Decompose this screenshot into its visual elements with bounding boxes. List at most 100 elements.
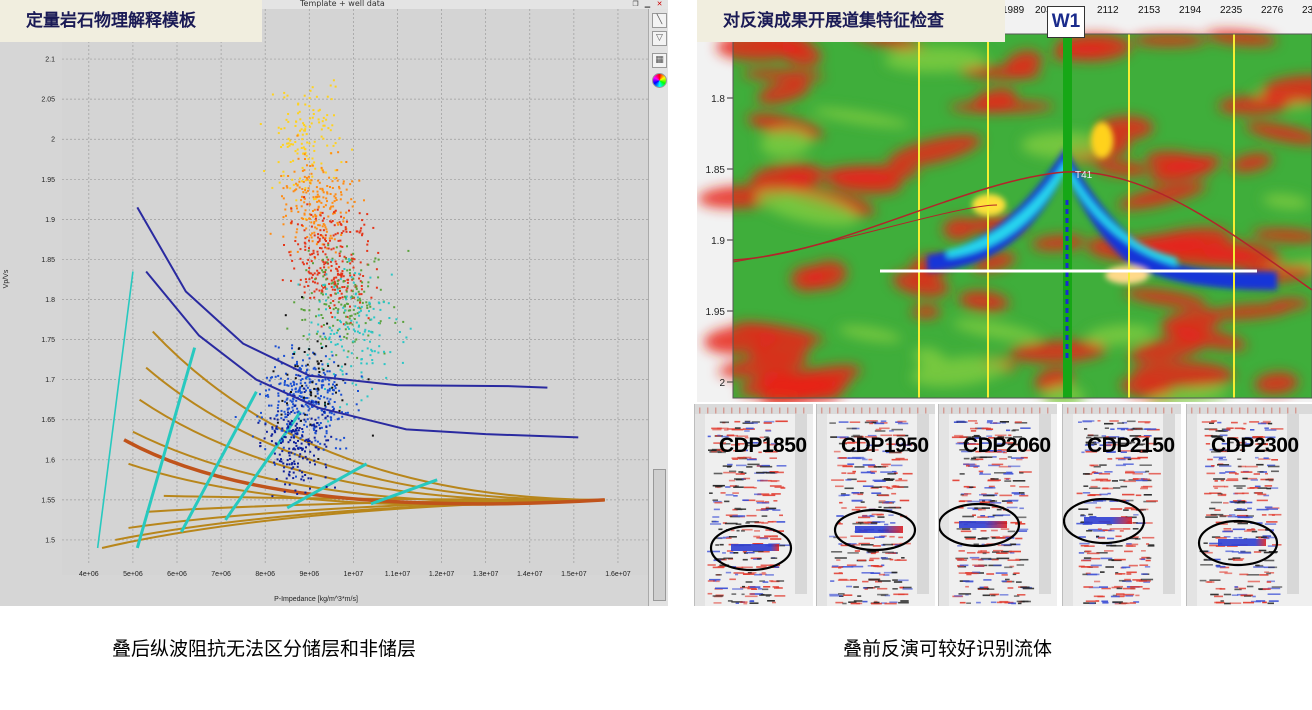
scatter-point [296, 184, 299, 187]
trace-wiggle [858, 516, 871, 519]
scatter-point [369, 305, 372, 308]
window-title: Template + well data [300, 0, 385, 8]
scatter-point [281, 399, 284, 402]
scatter-point [308, 239, 310, 242]
scatter-point [347, 258, 350, 261]
trace-wiggle [978, 550, 982, 552]
color-wheel-icon[interactable] [652, 73, 667, 88]
gather-scrollbar[interactable] [917, 414, 929, 594]
trace-wiggle [885, 451, 890, 454]
scatter-point [344, 323, 347, 326]
scatter-point [325, 445, 328, 448]
scatter-point [322, 286, 325, 289]
trace-wiggle [991, 529, 998, 532]
scatter-point [301, 319, 304, 321]
trace-wiggle [854, 550, 860, 552]
trace-wiggle [1250, 479, 1258, 481]
scatter-point [346, 285, 349, 288]
scatter-point [349, 309, 352, 312]
scatter-point [402, 341, 405, 344]
scatter-point [348, 268, 351, 271]
scatter-point [367, 378, 370, 381]
scatter-point [325, 466, 328, 469]
trace-wiggle [744, 595, 758, 598]
polygon-tool-icon[interactable]: ▽ [652, 31, 667, 46]
scatter-point [350, 253, 353, 256]
amplitude-blob [747, 113, 823, 139]
scatter-point [284, 436, 287, 439]
trace-wiggle [751, 421, 760, 423]
scatter-point [337, 291, 339, 294]
scatter-point [300, 442, 303, 445]
trace-wiggle [836, 536, 847, 539]
scatter-point [330, 329, 333, 332]
trace-wiggle [1005, 580, 1012, 583]
scatter-point [333, 381, 336, 384]
trace-wiggle [733, 449, 746, 452]
trace-wiggle [1014, 421, 1022, 423]
gather-scrollbar[interactable] [795, 414, 807, 594]
scatter-point [321, 317, 324, 319]
x-tick-label: 4e+06 [79, 571, 99, 578]
trace-wiggle [1228, 441, 1234, 444]
panel-title-left: 定量岩石物理解释模板 [0, 0, 262, 42]
scatter-point [324, 373, 327, 376]
scatter-point [336, 329, 339, 332]
scatter-point [273, 452, 276, 455]
scatter-point [341, 245, 344, 248]
scatter-point [344, 328, 347, 331]
restore-icon[interactable]: ❐ [632, 0, 639, 8]
trace-wiggle [989, 422, 1001, 424]
trace-wiggle [1221, 442, 1229, 445]
trace-wiggle [728, 479, 736, 482]
scatter-point [288, 430, 291, 433]
trace-wiggle [1112, 601, 1123, 603]
scatter-point [294, 489, 297, 492]
vertical-scrollbar[interactable] [653, 469, 666, 601]
trace-wiggle [972, 514, 976, 516]
scatter-point [327, 383, 330, 386]
scatter-point [270, 440, 273, 443]
trace-wiggle [1125, 595, 1134, 597]
scatter-point [349, 296, 352, 299]
trace-wiggle [831, 566, 843, 568]
amplitude-blob [760, 129, 812, 158]
offset-tick: ǀ [1163, 407, 1165, 414]
scatter-point [395, 318, 398, 321]
scatter-point [326, 114, 329, 117]
scatter-point [306, 458, 309, 461]
scatter-point [321, 384, 323, 387]
scatter-point [291, 356, 294, 359]
trace-wiggle [713, 602, 722, 604]
scatter-point [310, 179, 313, 182]
trace-wiggle [885, 552, 897, 554]
trace-wiggle [1123, 593, 1135, 596]
trace-wiggle [732, 492, 739, 494]
amplitude-blob [1262, 75, 1312, 104]
gather-scrollbar[interactable] [1039, 414, 1051, 594]
grid-icon[interactable]: ▦ [652, 53, 667, 68]
scatter-point [311, 232, 314, 235]
scatter-point [323, 266, 326, 269]
line-draw-icon[interactable]: ╲ [652, 13, 667, 28]
x-axis-label: P-Impedance [kg/m^3*m/s] [274, 596, 358, 603]
trace-wiggle [715, 580, 720, 583]
scatter-point [326, 192, 329, 195]
scatter-point [321, 380, 324, 383]
rock-physics-template [96, 271, 605, 549]
minimize-icon[interactable]: ▁ [644, 0, 651, 8]
trace-wiggle [1084, 550, 1092, 553]
scatter-point [311, 157, 314, 160]
trace-wiggle [1120, 442, 1132, 445]
gather-scrollbar[interactable] [1287, 414, 1299, 594]
trace-wiggle [1123, 456, 1131, 459]
trace-wiggle [760, 508, 767, 510]
gather-scrollbar[interactable] [1163, 414, 1175, 594]
trace-wiggle [982, 594, 990, 597]
scatter-point [300, 395, 303, 398]
close-icon[interactable]: ✕ [656, 0, 663, 8]
scatter-point [323, 283, 326, 286]
trace-wiggle [1255, 456, 1259, 459]
trace-wiggle [884, 602, 897, 605]
trace-wiggle [722, 522, 727, 524]
